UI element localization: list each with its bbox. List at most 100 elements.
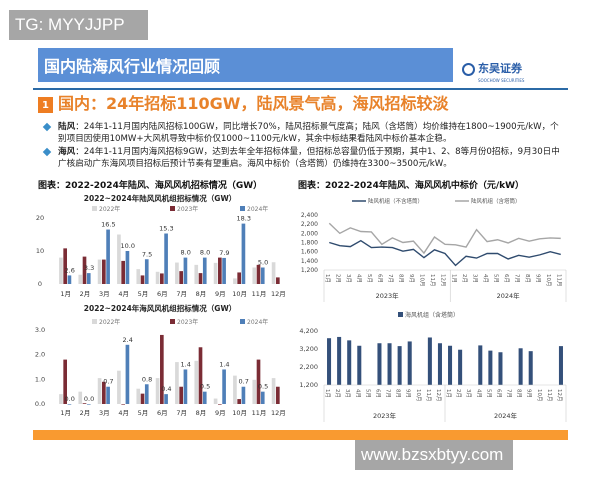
bar-offshore-price <box>518 348 523 385</box>
legend-label: 海风机组（含塔筒） <box>405 311 459 319</box>
x-tick-label: 6月 <box>503 274 510 283</box>
x-tick-label: 6月 <box>495 389 502 398</box>
x-tick-label: 5月 <box>138 290 149 298</box>
x-group-label: 2024年 <box>494 411 518 420</box>
y-tick-label: 0.0 <box>35 400 45 408</box>
bar-2024年 <box>260 267 265 284</box>
data-label: 7.9 <box>219 249 229 257</box>
slide-title: 国内陆海风行业情况回顾 <box>44 57 221 76</box>
bullet-label: 海风 <box>58 147 76 157</box>
x-tick-label: 3月 <box>99 409 110 417</box>
x-tick-label: 6月 <box>157 290 168 298</box>
bar-2024年 <box>241 386 246 404</box>
bullet-text: ：24年1-11月国内陆风招标100GW，同比增长70%，陆风招标景气度高；陆风… <box>58 122 559 144</box>
data-label: 5.0 <box>258 259 268 267</box>
watermark-top: TG: MYYJJPP <box>9 10 148 40</box>
bar-2023年 <box>82 256 87 284</box>
legend-label: 2022年 <box>99 205 120 213</box>
figure-title-left: 图表：2022-2024年陆风、海风风机招标情况（GW） <box>38 181 263 191</box>
bar-2023年 <box>256 264 261 284</box>
bullet-onshore: 陆风：24年1-11月国内陆风招标100GW，同比增长70%，陆风招标景气度高；… <box>42 122 564 145</box>
bullet-text: ：24年1-11月国内海风招标9GW，达到去年全年招标体量，但招标总容量仍低于预… <box>58 147 560 169</box>
bar-2024年 <box>125 344 130 404</box>
data-label: 0.7 <box>103 378 113 386</box>
x-tick-label: 7月 <box>385 389 392 398</box>
bar-2024年 <box>202 257 207 284</box>
data-label: 18.3 <box>236 215 250 223</box>
bar-2024年 <box>164 233 168 284</box>
x-tick-label: 4月 <box>475 389 482 398</box>
x-tick-label: 9月 <box>526 389 533 398</box>
legend-label: 2024年 <box>247 205 268 213</box>
x-tick-label: 11月 <box>546 389 553 402</box>
bar-2022年 <box>233 278 237 284</box>
data-label: 2.6 <box>65 266 75 274</box>
bar-offshore-price <box>558 346 563 385</box>
bar-2022年 <box>78 391 83 404</box>
bar-2023年 <box>198 273 203 284</box>
bar-2022年 <box>175 262 179 284</box>
x-tick-label: 1月 <box>60 290 71 298</box>
legend-label: 2023年 <box>177 205 198 213</box>
bar-2022年 <box>252 379 257 404</box>
data-label: 0.7 <box>239 378 249 386</box>
bar-2024年 <box>67 275 72 284</box>
bar-offshore-price <box>498 352 503 385</box>
bar-2023年 <box>237 399 241 404</box>
x-tick-label: 7月 <box>513 274 520 283</box>
x-tick-label: 4月 <box>118 290 129 298</box>
y-tick-label: 3,200 <box>299 345 318 353</box>
y-tick-label: 1,200 <box>301 267 318 274</box>
bar-2023年 <box>276 277 280 284</box>
x-tick-label: 8月 <box>398 274 405 283</box>
x-tick-label: 5月 <box>138 409 149 417</box>
x-tick-label: 9月 <box>534 274 541 283</box>
y-tick-label: 1,200 <box>299 381 318 389</box>
data-label: 3.3 <box>84 264 94 272</box>
x-tick-label: 9月 <box>215 409 226 417</box>
line-陆风机组（不含塔筒） <box>329 239 561 267</box>
x-tick-label: 11月 <box>555 274 562 287</box>
data-label: 0.5 <box>258 383 268 391</box>
bar-2023年 <box>160 273 164 284</box>
data-label: 1.4 <box>219 360 229 368</box>
legend-swatch <box>240 319 245 324</box>
x-group-label: 2023年 <box>376 291 400 300</box>
x-tick-label: 1月 <box>450 274 457 283</box>
bar-2022年 <box>97 378 102 404</box>
x-tick-label: 10月 <box>536 389 543 402</box>
y-tick-label: 3.0 <box>35 326 45 334</box>
bar-2022年 <box>117 234 121 284</box>
bar-2022年 <box>59 257 63 284</box>
legend-label: 2022年 <box>99 318 120 326</box>
y-tick-label: 2,400 <box>301 212 318 219</box>
x-tick-label: 10月 <box>419 274 426 287</box>
chart-title: 2022~2024年陆风风机组招标情况（GW） <box>84 193 236 203</box>
x-tick-label: 3月 <box>471 274 478 283</box>
data-label: 1.4 <box>181 360 191 368</box>
legend-swatch <box>92 206 97 211</box>
x-tick-label: 6月 <box>377 274 384 283</box>
bar-2024年 <box>144 259 149 284</box>
x-tick-label: 4月 <box>354 389 361 398</box>
x-tick-label: 12月 <box>271 409 286 417</box>
legend-swatch <box>398 312 403 317</box>
y-tick-label: 1.0 <box>35 375 45 383</box>
bar-offshore-price <box>347 340 352 385</box>
bar-2022年 <box>252 267 257 284</box>
y-tick-label: 1,800 <box>301 240 318 247</box>
bar-offshore-price <box>407 341 412 385</box>
y-tick-label: 1,400 <box>301 258 318 265</box>
bar-offshore-price <box>488 350 493 385</box>
x-tick-label: 8月 <box>395 389 402 398</box>
y-tick-label: 2.0 <box>35 351 45 359</box>
bar-2024年 <box>67 404 72 405</box>
bar-2022年 <box>97 259 102 284</box>
data-label: 0.4 <box>161 385 171 393</box>
bar-2022年 <box>194 360 199 404</box>
legend-label: 2023年 <box>177 318 198 326</box>
y-tick-label: 10 <box>36 247 44 255</box>
section-title: 国内：24年招标110GW，陆风景气高，海风招标较淡 <box>58 94 449 113</box>
x-tick-label: 2月 <box>80 409 91 417</box>
data-label: 16.5 <box>101 221 115 229</box>
